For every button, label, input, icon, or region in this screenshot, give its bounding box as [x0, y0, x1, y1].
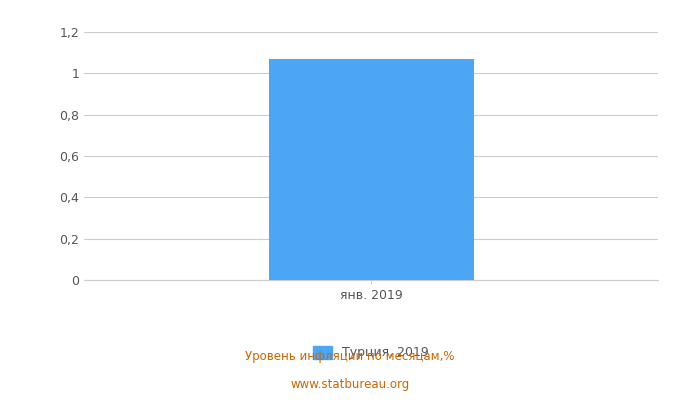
Bar — [269, 59, 473, 280]
Legend: Турция, 2019: Турция, 2019 — [308, 341, 434, 364]
Text: www.statbureau.org: www.statbureau.org — [290, 378, 410, 391]
Text: Уровень инфляции по месяцам,%: Уровень инфляции по месяцам,% — [245, 350, 455, 363]
